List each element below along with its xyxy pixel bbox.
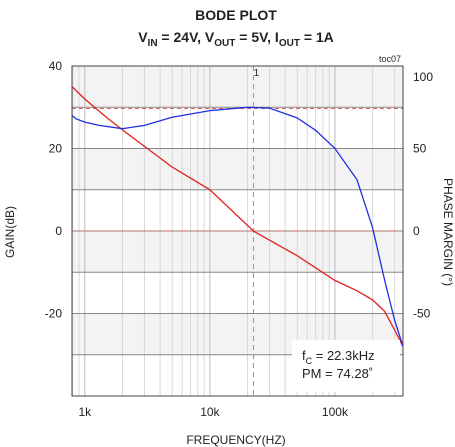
y-tick-label: 40 [49,59,63,73]
y2-tick-label: -50 [413,307,431,321]
annotation-part: = 22.3kHz [312,348,375,363]
y-axis-label: GAIN(dB) [3,206,17,258]
y2-axis-label: PHASE MARGIN (°) [441,178,455,286]
series-line [71,86,404,347]
x-axis-label: FREQUENCY(HZ) [186,433,285,447]
x-tick-label: 10k [200,405,220,419]
annotation-part: C [306,356,313,366]
y2-tick-label: 0 [413,224,420,238]
corner-label: toc07 [379,54,401,64]
series-line [71,106,404,347]
subtitle-part: = 24V, V [158,29,215,45]
marker-label: 1 [254,68,260,79]
subtitle-part: V [138,29,148,45]
annotation: PM = 74.28˚ [302,366,373,381]
annotation-box [292,340,400,392]
band [72,231,403,273]
subtitle-part: IN [148,38,158,49]
band [72,66,403,108]
y-tick-label: -20 [45,307,63,321]
annotation-part: f [302,348,306,363]
subtitle-part: OUT [214,38,235,49]
plot-frame [71,65,404,397]
y2-tick-label: 50 [413,142,427,156]
y-tick-label: 0 [55,224,62,238]
band [72,148,403,190]
annotation: fC = 22.3kHz [302,348,375,366]
annotation-part: PM = 74.28˚ [302,366,373,381]
x-tick-label: 1k [78,405,92,419]
y-tick-label: 20 [49,142,63,156]
subtitle-part: OUT [279,38,300,49]
x-tick-label: 100k [322,405,349,419]
chart-title: BODE PLOT [195,7,277,23]
subtitle-part: = 5V, I [235,29,278,45]
y2-tick-label: 100 [413,70,433,84]
chart-subtitle: VIN = 24V, VOUT = 5V, IOUT = 1A [138,29,334,49]
subtitle-part: = 1A [300,29,334,45]
